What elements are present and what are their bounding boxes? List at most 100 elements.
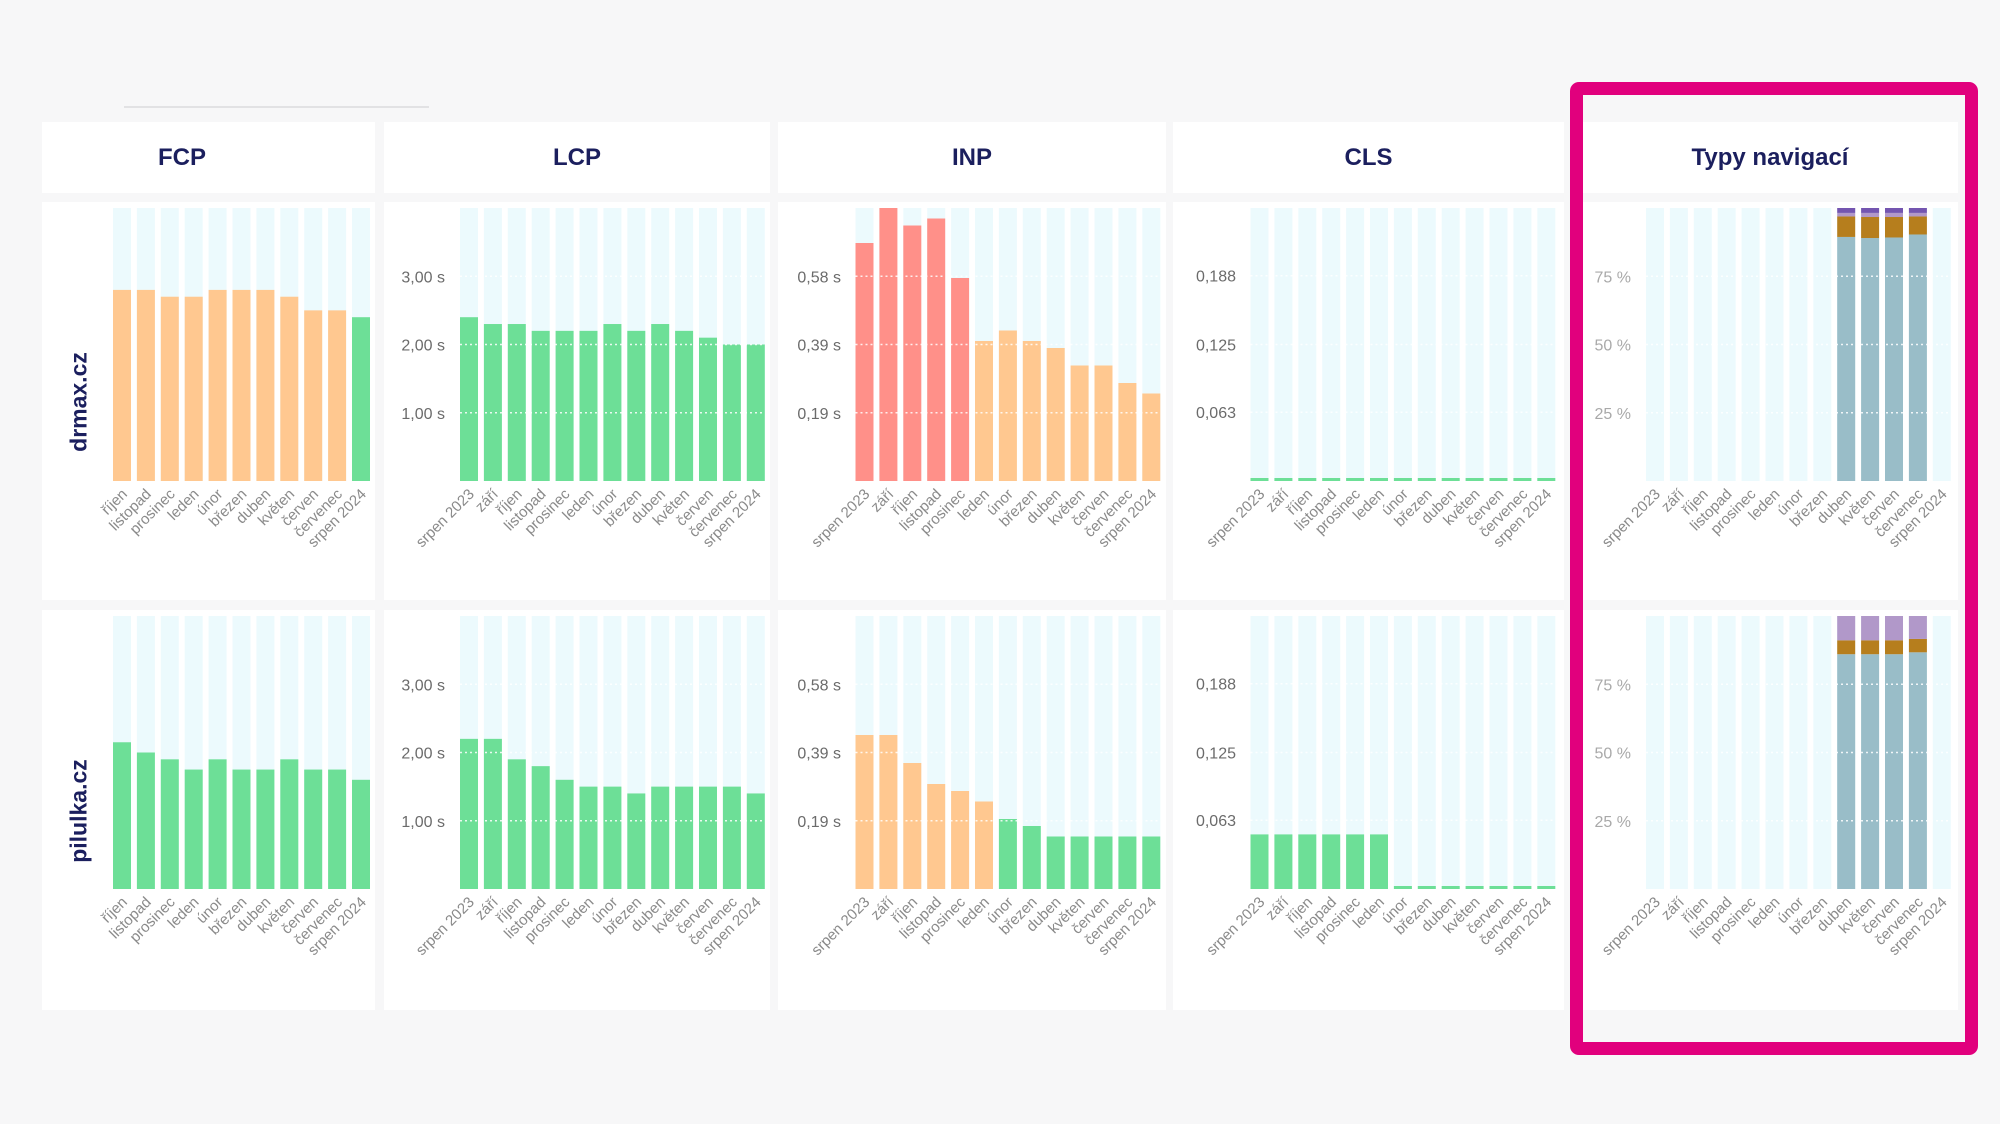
chart-svg: srpen 2023záříříjenlistopadprosinecleden… (1196, 616, 1556, 959)
bar-slot (1250, 616, 1269, 889)
bar (160, 296, 179, 481)
bar (879, 735, 898, 889)
bar (483, 324, 502, 481)
bar-slot (1370, 208, 1388, 481)
bar (951, 278, 970, 481)
y-tick-label: 0,125 (1196, 338, 1236, 355)
stacked-bar-segment (1861, 217, 1880, 239)
chart-svg: srpen 2023záříříjenlistopadprosinecleden… (1595, 616, 1951, 959)
bar (1465, 478, 1484, 481)
bar (1322, 478, 1341, 481)
divider-line (124, 106, 429, 108)
y-tick-label: 0,188 (1196, 677, 1236, 694)
bar (603, 786, 622, 889)
bar-slot (1765, 616, 1784, 889)
bar (113, 289, 131, 481)
header-inp: INP (778, 122, 1166, 193)
bar (1298, 478, 1317, 481)
stacked-bar-segment (1861, 616, 1880, 641)
bar (1393, 478, 1412, 481)
y-tick-label: 0,19 s (797, 406, 841, 423)
bar-slot (1094, 616, 1113, 889)
bar (722, 786, 741, 889)
bar (1346, 834, 1365, 889)
bar (998, 330, 1017, 481)
bar (1022, 341, 1041, 481)
header-inp-title: INP (951, 143, 992, 171)
stacked-bar-segment (1908, 616, 1927, 639)
x-tick-label: srpen 2023 (413, 486, 478, 551)
row-label-drmax: drmax.cz (65, 352, 92, 452)
y-tick-label: 0,58 s (797, 269, 841, 286)
y-tick-label: 0,188 (1196, 269, 1236, 286)
chart-panel-cls-drmax-cz: srpen 2023 září říjen listopad prosinec leden… (1173, 202, 1564, 600)
stacked-bar-segment (1837, 640, 1856, 655)
bar-slot (1250, 208, 1269, 481)
chart-panel-lcp-drmax-cz: srpen 2023 září říjen listopad prosinec leden… (384, 202, 770, 600)
bar (1537, 478, 1556, 481)
y-tick-label: 75 % (1595, 269, 1631, 286)
bar (483, 738, 502, 889)
bar (627, 330, 646, 481)
stacked-bar-segment (1837, 616, 1856, 641)
row-label-pilulka: pilulka.cz (65, 759, 92, 863)
chart-panel-inp-drmax-cz: srpen 2023 září říjen listopad prosinec leden… (778, 202, 1166, 600)
bar (136, 289, 155, 481)
bar-slot (1646, 616, 1664, 889)
stacked-bar-segment (1908, 212, 1927, 217)
bar (1513, 886, 1532, 889)
chart-svg: srpen 2023záříříjenlistopadprosinecleden… (1595, 208, 1951, 551)
y-tick-label: 0,39 s (797, 746, 841, 763)
bar (328, 310, 347, 481)
chart-panel-lcp-pilulka-cz: srpen 2023 září říjen listopad prosinec leden… (384, 610, 770, 1010)
chart-panel-typy-navigací-pilulka-cz: srpen 2023 září říjen listopad prosinec leden… (1582, 610, 1958, 1010)
bar (280, 296, 299, 481)
bar-slot (1274, 208, 1293, 481)
bar (699, 786, 717, 889)
header-navigation-types: Typy navigací (1582, 122, 1958, 193)
x-tick-label: srpen 2023 (1599, 486, 1664, 551)
y-tick-label: 0,39 s (797, 338, 841, 355)
bar (507, 759, 526, 889)
y-tick-label: 3,00 s (401, 677, 445, 694)
bar-slot (1370, 616, 1388, 889)
y-tick-label: 1,00 s (401, 406, 445, 423)
bar (855, 735, 874, 889)
bar (1537, 886, 1556, 889)
bar (1370, 834, 1388, 889)
stacked-bar-segment (1885, 208, 1903, 213)
y-tick-label: 50 % (1595, 338, 1631, 355)
stacked-bar-segment (1885, 237, 1903, 481)
stacked-bar-segment (1885, 654, 1903, 889)
bar (903, 225, 922, 481)
chart-panel-cls-pilulka-cz: srpen 2023 září říjen listopad prosinec leden… (1173, 610, 1564, 1010)
bar-slot (1765, 208, 1784, 481)
y-tick-label: 0,063 (1196, 405, 1236, 422)
stacked-bar-segment (1908, 234, 1927, 481)
y-tick-label: 0,063 (1196, 813, 1236, 830)
x-tick-label: srpen 2023 (413, 894, 478, 959)
bar (975, 341, 993, 481)
bar (1250, 834, 1269, 889)
stacked-bar-segment (1837, 654, 1856, 889)
y-tick-label: 50 % (1595, 746, 1631, 763)
bar-slot (1465, 616, 1484, 889)
bar (699, 337, 717, 481)
bar (113, 742, 131, 889)
stacked-bar-segment (1885, 640, 1903, 655)
chart-svg: srpen 2023záříříjenlistopadprosinecleden… (401, 616, 765, 959)
bar-slot (1489, 616, 1508, 889)
bar (1370, 478, 1388, 481)
bar (232, 769, 251, 889)
bar (903, 763, 922, 889)
bar (280, 759, 299, 889)
bar (651, 324, 670, 481)
stacked-bar-segment (1885, 212, 1903, 218)
bar (675, 330, 694, 481)
bar (1070, 836, 1089, 889)
stacked-bar-segment (1861, 238, 1880, 481)
stacked-bar-segment (1837, 216, 1856, 237)
bar (927, 218, 946, 481)
y-tick-label: 0,58 s (797, 677, 841, 694)
header-nav-title: Typy navigací (1691, 143, 1849, 171)
